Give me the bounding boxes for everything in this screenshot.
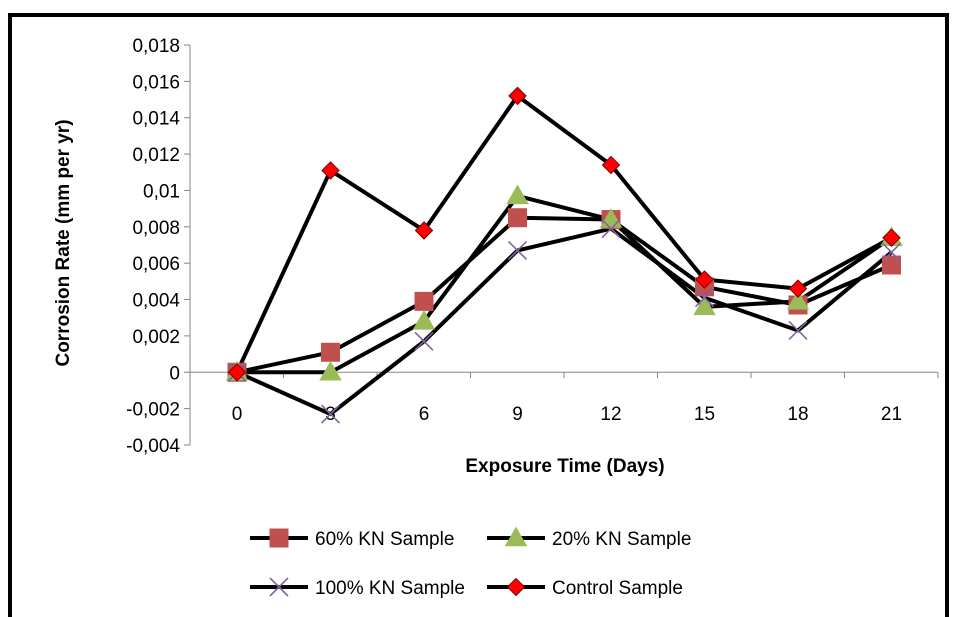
x-tick-label: 21 bbox=[881, 404, 902, 425]
axes: -0,004 -0,002 0 0,002 0,004 0,006 0,008 0,01 0,0… bbox=[126, 36, 939, 457]
y-tick-label: 0,004 bbox=[132, 291, 180, 312]
legend-label: Control Sample bbox=[552, 578, 683, 599]
data-point-diamond bbox=[508, 86, 527, 106]
y-tick-label: 0,002 bbox=[132, 327, 180, 348]
y-tick-label: 0,008 bbox=[132, 218, 180, 239]
x-tick-label: 12 bbox=[600, 404, 621, 425]
legend-label: 60% KN Sample bbox=[315, 529, 454, 550]
data-point-x bbox=[881, 242, 902, 262]
series-line bbox=[236, 226, 893, 417]
data-point-triangle bbox=[786, 290, 810, 310]
x-axis-label: Exposure Time (Days) bbox=[465, 456, 664, 477]
data-point-x-stroke bbox=[788, 320, 808, 341]
data-point-diamond bbox=[414, 221, 434, 240]
data-point-x-stroke bbox=[414, 331, 434, 351]
data-point-x bbox=[414, 331, 434, 351]
x-tick-label: 9 bbox=[512, 404, 523, 425]
data-point-diamond bbox=[601, 155, 621, 175]
data-point-x bbox=[788, 320, 808, 341]
data-point-x-stroke bbox=[320, 404, 341, 424]
data-point-triangle bbox=[319, 360, 342, 381]
y-tick-label: 0,01 bbox=[143, 181, 180, 202]
x-tick-label: 0 bbox=[232, 404, 243, 425]
legend-entry: 100% KN Sample bbox=[250, 577, 465, 599]
y-axis-label: Corrosion Rate (mm per yr) bbox=[53, 119, 74, 366]
data-point-x-stroke bbox=[881, 242, 902, 262]
legend-entry: Control Sample bbox=[487, 577, 683, 599]
series-line bbox=[235, 93, 893, 374]
y-tick-label: -0,004 bbox=[126, 436, 180, 457]
data-point-x bbox=[694, 288, 715, 308]
data-point-diamond bbox=[227, 363, 247, 382]
series-line bbox=[237, 193, 893, 375]
data-point-square bbox=[321, 342, 340, 362]
data-point-x bbox=[320, 404, 341, 424]
data-point-diamond bbox=[695, 270, 714, 289]
data-point-diamond bbox=[788, 279, 808, 298]
legend-label: 100% KN Sample bbox=[315, 578, 465, 599]
data-point-x-stroke bbox=[507, 240, 528, 261]
y-tick-label: 0,018 bbox=[132, 36, 180, 57]
data-point-triangle bbox=[412, 310, 436, 330]
data-point-diamond bbox=[506, 577, 526, 597]
y-tick-label: 0 bbox=[169, 363, 180, 384]
y-tick-label: 0,006 bbox=[132, 254, 180, 275]
legend-entry: 60% KN Sample bbox=[250, 528, 454, 550]
chart-border bbox=[8, 13, 949, 617]
data-point-x bbox=[269, 577, 289, 597]
legend-label: 20% KN Sample bbox=[552, 529, 691, 550]
data-point-x bbox=[507, 240, 528, 261]
data-point-diamond bbox=[882, 228, 901, 247]
legend: 60% KN Sample 20% KN Sample 100% KN Sample… bbox=[250, 526, 691, 599]
data-point-square bbox=[882, 255, 901, 275]
data-point-diamond bbox=[321, 161, 340, 180]
x-tick-label: 6 bbox=[419, 404, 430, 425]
data-point-triangle bbox=[693, 295, 716, 316]
data-point-square bbox=[269, 528, 289, 548]
x-tick-label: 15 bbox=[694, 404, 715, 425]
series-lines bbox=[235, 93, 893, 417]
y-tick-label: 0,016 bbox=[132, 72, 180, 93]
data-point-triangle bbox=[506, 184, 529, 205]
legend-entry: 20% KN Sample bbox=[487, 526, 691, 550]
data-point-triangle bbox=[504, 526, 528, 547]
x-tick-label: 18 bbox=[787, 404, 808, 425]
series-markers bbox=[225, 86, 903, 424]
data-point-x-stroke bbox=[269, 577, 289, 597]
data-point-square bbox=[508, 208, 527, 228]
data-point-x-stroke bbox=[694, 288, 715, 308]
y-tick-label: -0,002 bbox=[126, 400, 180, 421]
y-tick-label: 0,012 bbox=[132, 145, 180, 166]
y-tick-label: 0,014 bbox=[132, 109, 180, 130]
data-point-square bbox=[414, 291, 434, 311]
data-point-x bbox=[601, 219, 621, 239]
data-point-x-stroke bbox=[601, 219, 621, 239]
